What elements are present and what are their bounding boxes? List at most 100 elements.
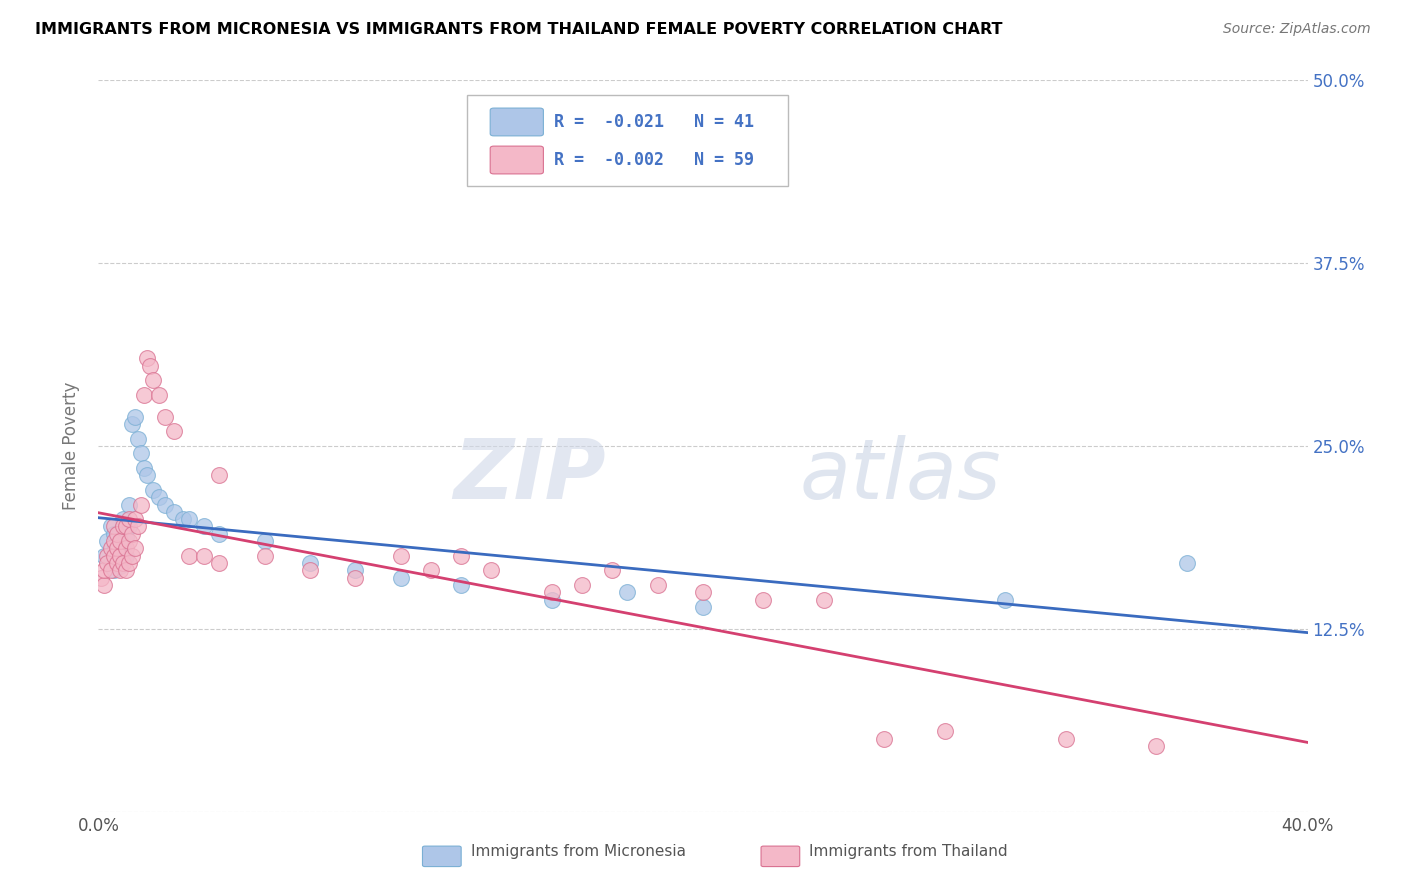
Point [299, 556, 322, 570]
Point [124, 512, 146, 526]
Point [172, 512, 194, 526]
Point [129, 498, 152, 512]
Point [193, 519, 215, 533]
Point [105, 549, 128, 563]
Text: Immigrants from Thailand: Immigrants from Thailand [810, 845, 1008, 860]
Point [1054, 731, 1077, 746]
Point [93, 549, 115, 563]
Point [103, 534, 125, 549]
Point [344, 563, 367, 577]
Point [108, 558, 131, 573]
Text: IMMIGRANTS FROM MICRONESIA VS IMMIGRANTS FROM THAILAND FEMALE POVERTY CORRELATIO: IMMIGRANTS FROM MICRONESIA VS IMMIGRANTS… [35, 22, 1002, 37]
Point [692, 585, 714, 599]
Text: ZIP: ZIP [454, 434, 606, 516]
Point [129, 446, 152, 460]
Point [540, 585, 562, 599]
Point [193, 549, 215, 563]
Point [420, 563, 443, 577]
Point [118, 498, 141, 512]
Point [93, 578, 115, 592]
Point [103, 526, 125, 541]
Point [105, 556, 128, 570]
Point [114, 563, 136, 577]
Text: atlas: atlas [800, 434, 1001, 516]
Point [208, 556, 231, 570]
Point [124, 541, 146, 556]
Point [142, 483, 165, 497]
Point [114, 541, 136, 556]
Point [118, 556, 141, 570]
Point [108, 549, 131, 563]
FancyBboxPatch shape [422, 847, 461, 867]
Point [100, 519, 122, 533]
Point [121, 549, 143, 563]
Point [96, 534, 118, 549]
Point [105, 541, 128, 556]
Point [253, 534, 276, 549]
Point [994, 592, 1017, 607]
Point [299, 563, 322, 577]
Point [103, 549, 125, 563]
Point [103, 544, 125, 558]
Point [100, 563, 122, 577]
Point [752, 592, 775, 607]
Point [108, 563, 131, 577]
Text: R =  -0.021   N = 41: R = -0.021 N = 41 [554, 113, 754, 131]
Point [118, 519, 141, 533]
Point [153, 498, 176, 512]
Text: Source: ZipAtlas.com: Source: ZipAtlas.com [1223, 22, 1371, 37]
Text: R =  -0.002   N = 59: R = -0.002 N = 59 [554, 151, 754, 169]
Point [148, 490, 170, 504]
Point [813, 592, 835, 607]
Point [114, 549, 136, 563]
Point [389, 571, 412, 585]
Text: Immigrants from Micronesia: Immigrants from Micronesia [471, 845, 686, 860]
Point [111, 512, 134, 526]
Point [96, 556, 118, 570]
Point [602, 563, 624, 577]
Point [114, 530, 136, 544]
Point [179, 549, 201, 563]
Point [100, 541, 122, 556]
FancyBboxPatch shape [491, 108, 543, 136]
Point [93, 563, 115, 577]
Point [111, 519, 134, 533]
Point [142, 373, 165, 387]
Point [692, 599, 714, 614]
Point [111, 556, 134, 570]
Point [90, 571, 112, 585]
FancyBboxPatch shape [467, 95, 787, 186]
Point [647, 578, 669, 592]
Point [124, 409, 146, 424]
Point [616, 585, 638, 599]
Point [163, 425, 186, 439]
Point [139, 359, 162, 373]
Point [540, 592, 562, 607]
Point [873, 731, 896, 746]
Point [100, 556, 122, 570]
Point [450, 549, 472, 563]
Point [253, 549, 276, 563]
Point [179, 512, 201, 526]
Point [481, 563, 503, 577]
Point [121, 526, 143, 541]
Point [163, 505, 186, 519]
Point [389, 549, 412, 563]
Point [132, 388, 155, 402]
Point [111, 541, 134, 556]
Y-axis label: Female Poverty: Female Poverty [62, 382, 80, 510]
Point [118, 512, 141, 526]
Point [114, 519, 136, 533]
Point [571, 578, 593, 592]
Point [934, 724, 956, 739]
Point [96, 549, 118, 563]
Point [1144, 739, 1167, 753]
Point [450, 578, 472, 592]
Point [344, 571, 367, 585]
Point [105, 539, 128, 553]
Point [108, 534, 131, 549]
Point [121, 417, 143, 431]
Point [103, 519, 125, 533]
Point [127, 519, 149, 533]
Point [108, 524, 131, 538]
